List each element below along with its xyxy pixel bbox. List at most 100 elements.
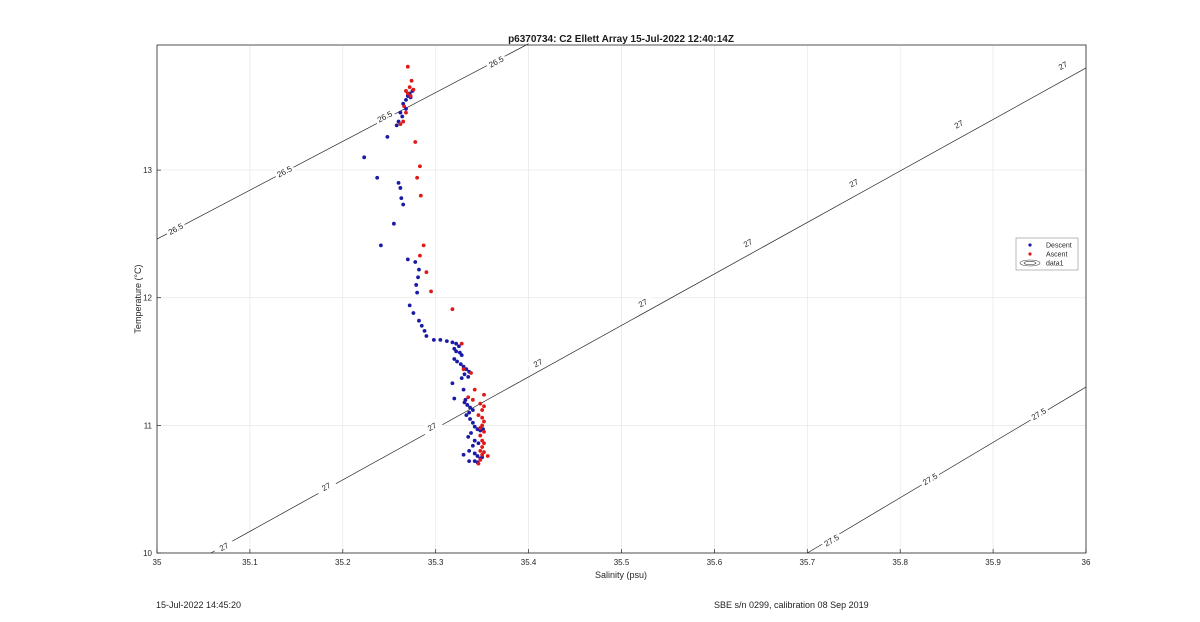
point-ascent	[482, 429, 486, 434]
point-descent	[419, 323, 424, 328]
contour-label-backdrop	[526, 353, 550, 373]
legend-marker-contour-inner	[1023, 261, 1037, 265]
point-descent	[467, 410, 472, 415]
point-descent	[466, 434, 471, 439]
point-ascent	[421, 243, 426, 248]
point-descent	[431, 337, 436, 342]
y-tick-label: 10	[143, 549, 152, 558]
point-ascent	[480, 452, 485, 457]
contour-label-backdrop	[314, 477, 338, 496]
point-descent	[396, 180, 401, 185]
point-ascent	[418, 193, 423, 198]
point-descent	[391, 221, 396, 226]
x-tick-label: 35	[153, 558, 162, 567]
point-ascent	[472, 387, 477, 392]
point-descent	[455, 359, 459, 364]
point-ascent	[450, 307, 455, 312]
contour-label-backdrop	[1051, 56, 1074, 75]
y-axis-label: Temperature (°C)	[133, 264, 143, 333]
point-ascent	[478, 448, 483, 453]
x-tick-label: 35.6	[707, 558, 723, 567]
contour-line-26-5	[156, 43, 529, 240]
point-ascent	[405, 64, 410, 69]
point-descent	[464, 367, 469, 372]
point-descent	[464, 413, 469, 418]
point-ascent	[482, 441, 486, 446]
x-tick-label: 35.8	[892, 558, 908, 567]
point-descent	[438, 337, 443, 342]
y-tick-label: 11	[144, 421, 153, 430]
legend-label-data1: data1	[1046, 261, 1064, 268]
point-ascent	[485, 454, 490, 458]
point-ascent	[480, 445, 485, 449]
point-descent	[470, 443, 475, 448]
point-ascent	[413, 140, 418, 144]
point-ascent	[401, 119, 406, 124]
point-ascent	[415, 175, 420, 180]
point-descent	[413, 260, 418, 264]
legend-marker-ascent	[1028, 252, 1032, 256]
contour-label-backdrop	[820, 530, 843, 550]
data-points	[362, 64, 490, 466]
x-tick-label: 35.5	[614, 558, 630, 567]
point-descent	[461, 452, 466, 457]
contour-label-backdrop	[484, 52, 508, 71]
point-ascent	[482, 392, 486, 397]
point-descent	[467, 448, 472, 453]
point-ascent	[476, 461, 481, 466]
point-descent	[459, 376, 464, 381]
point-descent	[375, 175, 380, 180]
legend-box	[1015, 237, 1079, 271]
point-ascent	[429, 289, 433, 294]
y-tick-label: 13	[143, 166, 152, 175]
density-contours: 26.526.526.526.527272727272727272727.527…	[156, 43, 1087, 556]
point-descent	[462, 372, 467, 377]
point-descent	[465, 403, 470, 407]
x-tick-label: 35.3	[428, 558, 444, 567]
point-ascent	[408, 94, 413, 98]
point-ascent	[480, 415, 485, 420]
point-ascent	[402, 104, 407, 109]
point-ascent	[404, 110, 408, 115]
point-ascent	[405, 91, 410, 96]
point-descent	[398, 110, 403, 115]
axis-ticks: 35 35.1 35.2 35.3 35.4 35.5 35.6 35.7 35.8 35.9 36…	[143, 166, 1091, 567]
point-descent	[415, 290, 420, 295]
contour-label-backdrop	[373, 107, 396, 126]
x-tick-label: 35.9	[985, 558, 1001, 567]
point-ascent	[424, 270, 429, 275]
point-descent	[452, 357, 457, 361]
point-ascent	[469, 371, 473, 375]
point-ascent	[482, 419, 486, 424]
point-descent	[417, 318, 421, 323]
point-descent	[411, 311, 416, 315]
point-descent	[457, 344, 461, 349]
point-descent	[422, 329, 427, 333]
x-tick-label: 35.4	[521, 558, 537, 567]
point-descent	[468, 405, 472, 410]
point-descent	[468, 417, 472, 421]
point-descent	[472, 424, 477, 429]
point-descent	[452, 396, 457, 401]
point-ascent	[461, 367, 466, 372]
point-descent	[470, 420, 475, 425]
x-tick-label: 35.7	[800, 558, 816, 567]
point-descent	[467, 459, 472, 464]
contour-label-backdrop	[212, 537, 236, 556]
contour-label-backdrop	[842, 173, 865, 193]
point-descent	[475, 454, 480, 458]
point-descent	[454, 341, 459, 346]
point-descent	[398, 186, 403, 190]
y-tick-label: 12	[143, 294, 152, 303]
point-ascent	[482, 404, 486, 409]
point-ascent	[459, 341, 464, 346]
contour-label-backdrop	[631, 293, 655, 313]
point-ascent	[418, 253, 422, 258]
point-descent	[466, 374, 471, 379]
contour-line-27	[210, 67, 1087, 554]
point-descent	[476, 441, 481, 446]
point-descent	[399, 196, 404, 201]
legend-marker-contour-outer	[1019, 259, 1041, 267]
point-descent	[462, 400, 467, 405]
